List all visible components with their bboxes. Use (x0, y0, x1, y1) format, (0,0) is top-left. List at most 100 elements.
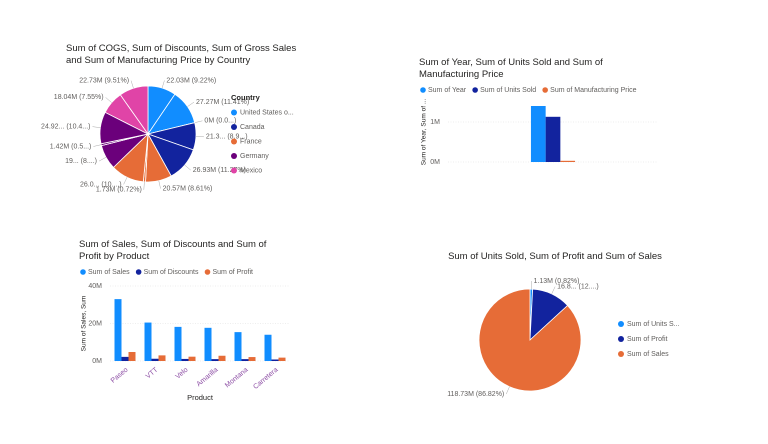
x-tick-label: Montana (224, 367, 249, 390)
bar (271, 359, 279, 361)
data-label: 18.04M (7.55%) (54, 94, 104, 101)
data-label: 1.73M (0.72%) (96, 187, 142, 194)
y-tick-label: 1M (430, 119, 440, 126)
bar (241, 359, 249, 361)
bar (128, 352, 136, 361)
bar (530, 106, 546, 162)
leader-line (123, 177, 128, 185)
y-axis-title: Sum of Sales, Sum (81, 296, 88, 352)
y-tick-label: 0M (430, 159, 440, 166)
legend-marker (618, 351, 624, 357)
bar (211, 359, 219, 361)
bar (114, 299, 122, 361)
legend-marker (204, 269, 211, 275)
data-label: 1.13M (0.82%) (534, 278, 580, 285)
x-tick-label: VTT (145, 366, 160, 380)
legend-label: Germany (240, 153, 269, 160)
leader-line (143, 181, 145, 190)
bar (264, 334, 272, 361)
y-tick-label: 0M (92, 358, 102, 365)
legend-label: Sum of Sales (627, 351, 669, 358)
y-axis-title: Sum of Year, Sum of ... (421, 99, 428, 166)
data-label: 19... (8....) (65, 158, 97, 165)
bar (545, 116, 561, 162)
legend-marker (80, 269, 86, 275)
bar (188, 356, 196, 361)
chart-title: Sum of COGS, Sum of Discounts, Sum of Gr… (66, 43, 297, 66)
bar (218, 355, 226, 361)
data-label: 27.27M (11.41%) (196, 99, 249, 106)
legend-label: France (240, 138, 262, 145)
legend-marker (231, 138, 237, 145)
legend-marker (231, 167, 237, 174)
leader-line (158, 180, 161, 189)
chart-title: Sum of Year, Sum of Units Sold and Sum o… (419, 57, 603, 80)
leader-line (105, 97, 112, 103)
y-tick-label: 20M (88, 320, 102, 327)
legend-label: Sum of Manufacturing Price (550, 87, 636, 94)
data-label: 24.92... (10.4...) (41, 123, 90, 130)
bar (151, 358, 159, 361)
legend-marker (231, 109, 237, 116)
legend-label: Sum of Discounts (144, 269, 199, 276)
legend-marker (135, 269, 142, 275)
x-tick-label: Velo (175, 367, 190, 381)
leader-line (506, 386, 510, 395)
legend-marker (231, 153, 237, 159)
x-tick-label: Amarilla (196, 367, 220, 389)
bar (144, 322, 152, 361)
leader-line (161, 80, 165, 89)
data-label: 22.73M (9.51%) (79, 77, 129, 84)
legend-label: Sum of Profit (213, 269, 254, 276)
x-tick-label: Paseo (110, 367, 130, 385)
data-label: 16.8... (12....) (557, 283, 599, 290)
legend-marker (231, 124, 237, 130)
leader-line (130, 80, 134, 89)
leader-line (184, 164, 191, 171)
legend-label: Sum of Units S... (627, 321, 680, 328)
legend-label: Mexico (240, 167, 262, 174)
legend-title: Country (231, 93, 261, 102)
x-tick-label: Carretera (252, 367, 279, 391)
legend-label: Canada (240, 124, 265, 131)
legend-marker (618, 336, 624, 342)
legend-label: Sum of Sales (88, 269, 130, 276)
data-label: 1.42M (0.5...) (50, 143, 92, 150)
chart-title: Sum of Units Sold, Sum of Profit and Sum… (448, 251, 662, 262)
bar (174, 326, 182, 361)
data-label: 118.73M (86.82%) (447, 391, 504, 398)
bar (181, 358, 189, 361)
leader-line (98, 157, 107, 162)
data-label: 0M (0.0...) (204, 118, 236, 125)
data-label: 21.3... (8.9...) (206, 134, 248, 141)
legend-label: United States o... (240, 109, 294, 116)
legend-marker (420, 87, 426, 93)
legend-label: Sum of Year (428, 87, 467, 94)
data-label: 22.03M (9.22%) (166, 77, 216, 84)
legend-label: Sum of Units Sold (480, 87, 536, 94)
legend-marker (542, 87, 548, 93)
bar (204, 327, 212, 361)
bar (278, 357, 286, 361)
bar (121, 356, 129, 361)
leader-line (92, 126, 101, 128)
x-axis-title: Product (187, 393, 214, 402)
bar (248, 357, 256, 361)
data-label: 26.0... (10....) (80, 181, 122, 188)
leader-line (194, 120, 203, 123)
leader-line (93, 144, 102, 147)
leader-line (551, 286, 556, 294)
leader-line (187, 101, 195, 107)
bar (560, 160, 576, 162)
data-label: 20.57M (8.61%) (163, 185, 213, 192)
legend-marker (618, 321, 624, 327)
bar (158, 355, 166, 361)
legend-label: Sum of Profit (627, 336, 668, 343)
chart-title: Sum of Sales, Sum of Discounts and Sum o… (79, 239, 267, 262)
legend-marker (472, 87, 478, 93)
y-tick-label: 40M (88, 283, 102, 290)
pie-slice (478, 288, 582, 392)
data-label: 26.93M (11.27%) (193, 167, 246, 174)
